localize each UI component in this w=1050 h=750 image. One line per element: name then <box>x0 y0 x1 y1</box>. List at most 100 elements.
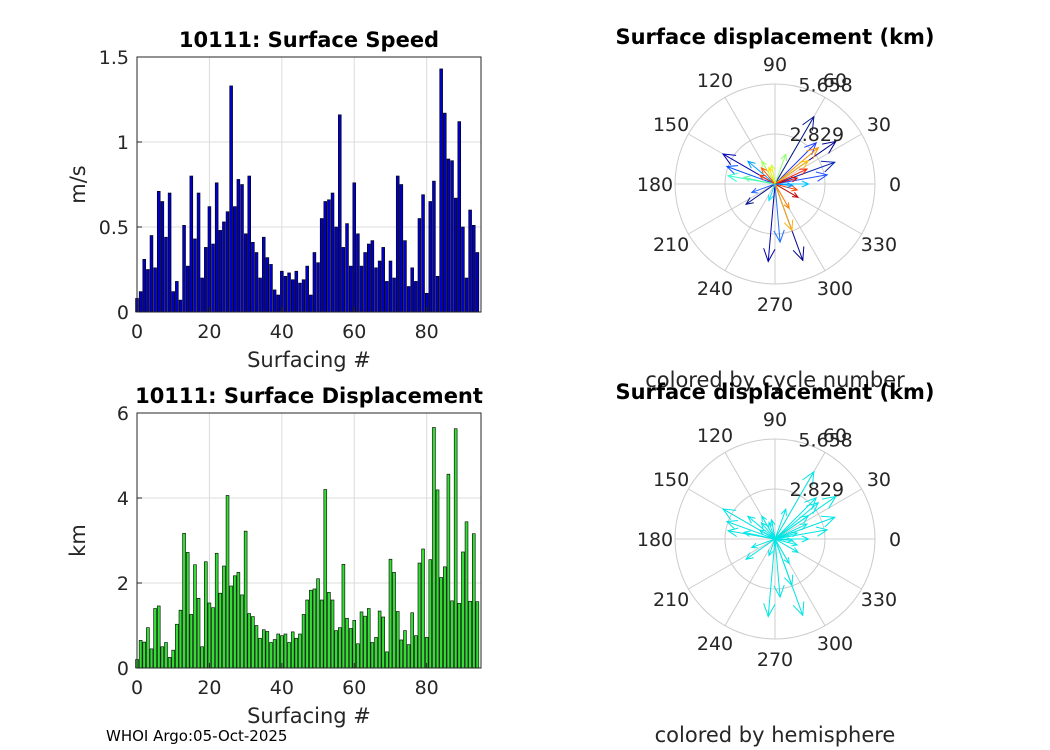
displacement-arrow <box>774 515 836 540</box>
radius-tick-label: 5.658 <box>798 430 852 452</box>
bar <box>185 552 190 669</box>
bar <box>280 270 284 313</box>
bar <box>222 221 226 313</box>
displacement-arrow <box>774 160 836 185</box>
bar <box>272 289 277 313</box>
displacement-arrow <box>774 537 794 543</box>
angle-tick-label: 30 <box>867 114 891 136</box>
polar-hemisphere-chart: 0 30 60 90 120 150 180 210 240 270 300 330 2.829 5.65… <box>615 380 934 747</box>
angle-tick-label: 0 <box>889 174 901 196</box>
bar <box>381 247 385 313</box>
angle-tick-label: 330 <box>861 589 897 611</box>
bar <box>377 260 382 313</box>
bar <box>392 572 396 669</box>
bar <box>410 612 414 669</box>
displacement-arrow <box>774 531 799 540</box>
displacement-arrow <box>745 183 776 205</box>
displacement-arrow <box>774 538 799 547</box>
angle-tick-label: 60 <box>823 70 847 92</box>
bar <box>428 201 433 313</box>
bar <box>348 628 353 669</box>
displacement-arrow <box>760 521 776 540</box>
bar <box>338 627 342 669</box>
bar <box>334 226 338 313</box>
displacement-arrow <box>774 115 815 185</box>
bar <box>272 639 277 669</box>
polar-cycle-chart: 0 30 60 90 120 150 180 210 240 270 300 330 2.829 5.65… <box>615 25 934 392</box>
polar-hemisphere-caption: colored by hemisphere <box>655 723 896 747</box>
bar <box>290 279 295 313</box>
bar <box>359 265 364 313</box>
bar <box>475 252 480 313</box>
bar <box>218 230 223 313</box>
displacement-arrow <box>746 515 776 540</box>
bar <box>240 594 244 669</box>
angle-tick-label: 120 <box>697 70 733 92</box>
bar <box>363 252 367 313</box>
bar <box>240 184 244 313</box>
bar <box>319 599 324 669</box>
bar <box>156 605 161 669</box>
bar <box>236 179 241 313</box>
displacement-title: 10111: Surface Displacement <box>135 384 483 408</box>
x-tick-label: 60 <box>342 677 366 699</box>
y-tick-label: 1 <box>117 132 129 154</box>
bar <box>182 532 186 669</box>
bar <box>356 233 360 313</box>
radius-tick-label: 5.658 <box>798 75 852 97</box>
angle-tick-label: 30 <box>867 469 891 491</box>
footer-credit: WHOI Argo:05-Oct-2025 <box>106 727 287 745</box>
bar <box>167 657 172 669</box>
bar <box>290 631 295 669</box>
bar <box>370 240 375 313</box>
displacement-arrow <box>758 529 776 540</box>
bar <box>214 182 219 313</box>
bar <box>319 218 324 313</box>
bar <box>323 489 328 669</box>
bar <box>214 552 219 669</box>
bar <box>229 585 233 669</box>
speed-title: 10111: Surface Speed <box>179 28 439 52</box>
bar <box>327 592 331 669</box>
bar <box>164 236 168 313</box>
bar <box>298 282 302 313</box>
bar <box>399 184 404 313</box>
bar <box>305 599 309 669</box>
bar <box>200 646 204 669</box>
displacement-arrow <box>774 470 815 540</box>
bar <box>472 533 476 669</box>
displacement-arrow <box>774 538 790 565</box>
bar <box>222 565 226 669</box>
y-tick-label: 1.5 <box>99 47 129 69</box>
bar <box>312 252 317 313</box>
angle-tick-label: 90 <box>763 54 787 76</box>
bar <box>414 635 418 669</box>
polar-cycle-arrows <box>721 115 837 263</box>
speed-ylabel: m/s <box>66 165 90 203</box>
bar <box>377 610 382 669</box>
bar <box>156 191 161 313</box>
bar <box>301 614 306 669</box>
displacement-arrow <box>742 530 776 540</box>
x-tick-label: 0 <box>131 321 143 343</box>
x-tick-label: 20 <box>197 677 221 699</box>
bar <box>385 281 389 313</box>
bar <box>149 648 154 669</box>
bar <box>261 236 266 313</box>
bar <box>457 121 462 313</box>
displacement-arrow <box>774 182 794 188</box>
polar-hemisphere-ticks: 0 30 60 90 120 150 180 210 240 270 300 330 2.829 5.65… <box>637 409 901 671</box>
bar <box>388 558 393 669</box>
bar <box>294 637 299 669</box>
bar <box>146 627 150 669</box>
bar <box>211 607 215 669</box>
displacement-arrow <box>774 141 818 185</box>
bar <box>283 633 288 669</box>
bar <box>265 257 270 313</box>
displacement-arrow <box>725 520 776 540</box>
bar <box>218 592 223 669</box>
bar <box>338 114 342 313</box>
bar <box>453 428 458 669</box>
angle-tick-label: 120 <box>697 425 733 447</box>
bar <box>395 175 400 313</box>
